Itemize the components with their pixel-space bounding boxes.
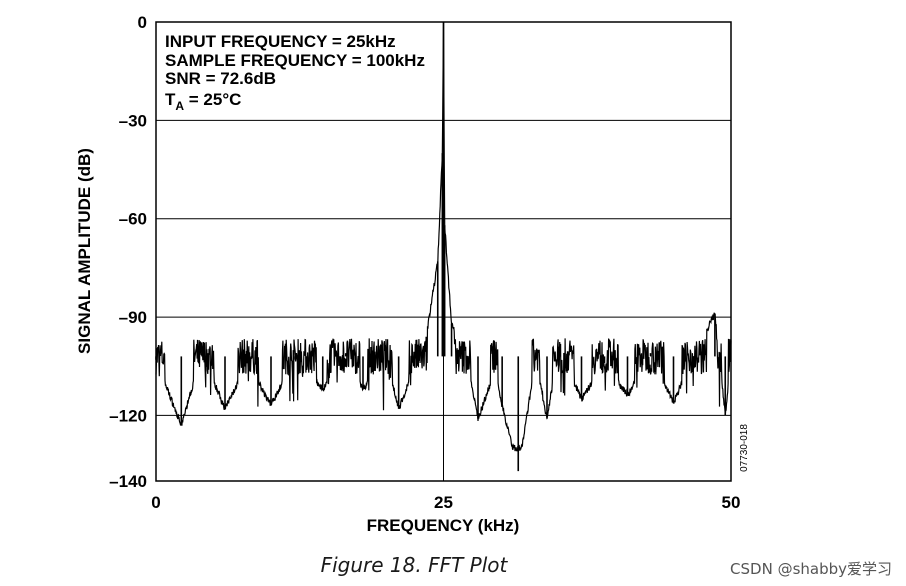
y-tick-label: –140 [109,472,147,491]
y-tick-label: –90 [119,308,147,327]
x-axis-title: FREQUENCY (kHz) [367,516,520,535]
x-tick-label: 0 [151,493,160,512]
y-tick-label: 0 [138,13,147,32]
y-tick-label: –60 [119,210,147,229]
x-tick-label: 50 [722,493,741,512]
y-tick-label: –30 [119,111,147,130]
plot-frame [155,21,732,482]
y-axis-title: SIGNAL AMPLITUDE (dB) [75,148,94,354]
annotation-sample-frequency: SAMPLE FREQUENCY = 100kHz [165,51,425,70]
figure-code: 07730-018 [739,424,750,472]
figure-caption: Figure 18. FFT Plot [320,553,508,577]
annotation-input-frequency: INPUT FREQUENCY = 25kHz [165,32,396,51]
annotation-snr: SNR = 72.6dB [165,69,276,88]
watermark: CSDN @shabby爱学习 [730,560,892,578]
x-tick-label: 25 [434,493,453,512]
y-tick-label: –120 [109,406,147,425]
annotation-temperature: TA = 25°C [165,90,241,113]
